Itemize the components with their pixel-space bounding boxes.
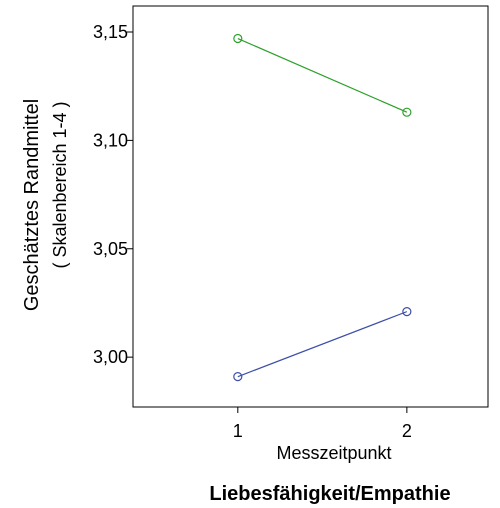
y-tick-label: 3,15 <box>93 22 128 42</box>
series-line-2 <box>237 311 408 378</box>
plot-frame <box>132 5 489 408</box>
y-axis-ticks: 3,00 3,05 3,10 3,15 <box>93 22 133 367</box>
x-axis-title: Messzeitpunkt <box>276 443 391 463</box>
y-axis-subtitle: ( Skalenbereich 1-4 ) <box>50 101 70 268</box>
x-tick-label: 1 <box>233 421 243 441</box>
y-tick-label: 3,05 <box>93 239 128 259</box>
series-line-1 <box>237 37 408 113</box>
chart-title: Liebesfähigkeit/Empathie <box>209 483 450 505</box>
series-layer <box>233 33 412 382</box>
data-point-marker <box>233 33 243 44</box>
y-tick-label: 3,10 <box>93 130 128 150</box>
y-axis-title: Geschätztes Randmittel <box>21 99 43 311</box>
x-tick-label: 2 <box>402 421 412 441</box>
data-point-marker <box>233 372 243 382</box>
data-point-marker <box>402 107 412 117</box>
data-point-marker <box>402 307 412 317</box>
y-tick-label: 3,00 <box>93 347 128 367</box>
